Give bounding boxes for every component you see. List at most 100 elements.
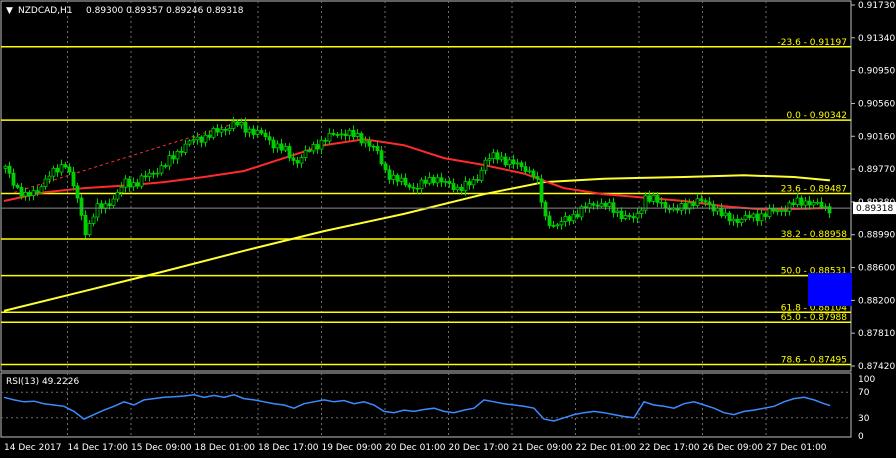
candle-body: [543, 201, 548, 217]
candle-body: [643, 195, 648, 211]
candle-body: [487, 158, 492, 161]
candle-body: [483, 159, 488, 171]
candle-body: [187, 140, 192, 145]
candle-body: [607, 202, 612, 207]
candle-body: [379, 150, 384, 165]
candle-body: [375, 146, 380, 152]
current-price-marker: [853, 202, 896, 215]
candle-body: [175, 150, 180, 160]
rsi-line: [3, 394, 831, 422]
candle-body: [627, 215, 632, 217]
candle-body: [227, 127, 232, 131]
y-tick-label: 0.91730: [858, 1, 895, 11]
x-tick-label: 19 Dec 09:00: [322, 443, 383, 453]
candle-body: [827, 206, 832, 214]
candle-body: [739, 218, 744, 223]
y-tick-label: 0.90560: [858, 99, 895, 109]
vertical-grid: [67, 1, 767, 437]
candle-body: [239, 122, 244, 126]
candle-body: [27, 191, 32, 196]
candle-body: [407, 184, 412, 188]
candle-body: [19, 186, 24, 197]
candle-body: [763, 213, 768, 217]
candle-body: [427, 177, 432, 184]
candle-body: [679, 203, 684, 211]
fib-label: 65.0 - 0.87988: [781, 313, 847, 323]
moving-average-slow: [3, 174, 831, 312]
candle-body: [243, 122, 248, 133]
blue-highlight-box: [808, 273, 852, 306]
candle-body: [63, 164, 68, 168]
x-tick-label: 18 Dec 01:00: [195, 443, 256, 453]
candle-body: [51, 167, 56, 177]
y-tick-label: 0.90950: [858, 67, 895, 77]
candle-body: [447, 180, 452, 184]
fib-label: -23.6 - 0.91197: [778, 38, 847, 48]
candle-body: [79, 197, 84, 216]
candle-body: [223, 128, 228, 131]
candle-body: [563, 216, 568, 223]
candle-body: [555, 224, 560, 227]
candle-body: [415, 187, 420, 190]
candle-body: [771, 208, 776, 212]
candle-body: [267, 136, 272, 141]
candle-body: [551, 225, 556, 227]
candle-body: [635, 213, 640, 219]
candle-body: [7, 165, 12, 174]
x-tick-label: 18 Dec 17:00: [258, 443, 319, 453]
candle-body: [251, 128, 256, 135]
candle-body: [807, 200, 812, 206]
candle-body: [3, 165, 8, 169]
time-axis: 14 Dec 2017 14 Dec 17:00 15 Dec 09:00 18 De…: [4, 443, 827, 453]
y-tick-label: 0.87810: [858, 329, 895, 339]
rsi-tick-label: 70: [858, 388, 870, 398]
candle-body: [687, 202, 692, 210]
rsi-tick-label: 100: [858, 375, 875, 385]
candle-body: [455, 187, 460, 191]
candle-body: [803, 200, 808, 206]
candle-body: [547, 215, 552, 226]
candle-body: [503, 156, 508, 166]
fibonacci-levels: -23.6 - 0.91197 0.0 - 0.90342 23.6 - 0.894…: [1, 38, 851, 366]
candle-body: [659, 201, 664, 204]
candle-body: [327, 132, 332, 142]
candle-body: [31, 190, 36, 196]
moving-average-fast: [3, 138, 831, 211]
candle-body: [259, 130, 264, 134]
candle-body: [347, 129, 352, 137]
candle-body: [167, 155, 172, 167]
candle-body: [171, 155, 176, 160]
candle-body: [119, 186, 124, 193]
candle-body: [303, 150, 308, 158]
candle-body: [115, 191, 120, 200]
candle-body: [23, 191, 28, 197]
candle-body: [519, 162, 524, 168]
candle-body: [363, 140, 368, 144]
candle-body: [423, 179, 428, 184]
candle-body: [647, 195, 652, 202]
candle-body: [95, 203, 100, 218]
candle-body: [219, 128, 224, 133]
candle-body: [463, 181, 468, 192]
symbol-label: NZDCAD,H1: [18, 6, 73, 16]
candle-body: [819, 201, 824, 208]
candle-body: [599, 202, 604, 207]
candle-body: [639, 209, 644, 214]
candle-body: [603, 202, 608, 207]
candle-body: [783, 210, 788, 212]
candle-body: [591, 203, 596, 206]
candle-body: [151, 172, 156, 175]
candle-body: [339, 133, 344, 136]
candle-body: [767, 208, 772, 217]
candle-body: [207, 134, 212, 138]
x-tick-label: 27 Dec 01:00: [766, 443, 827, 453]
rsi-tick-label: 0: [858, 432, 864, 442]
candle-body: [111, 198, 116, 206]
candle-body: [619, 210, 624, 220]
candle-body: [83, 214, 88, 236]
candle-body: [211, 128, 216, 138]
candle-body: [663, 201, 668, 209]
fib-label: 0.0 - 0.90342: [787, 111, 848, 121]
candle-body: [47, 175, 52, 180]
